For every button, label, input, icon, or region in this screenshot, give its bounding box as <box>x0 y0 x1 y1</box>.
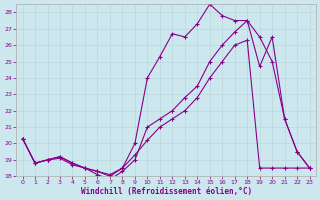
X-axis label: Windchill (Refroidissement éolien,°C): Windchill (Refroidissement éolien,°C) <box>81 187 252 196</box>
